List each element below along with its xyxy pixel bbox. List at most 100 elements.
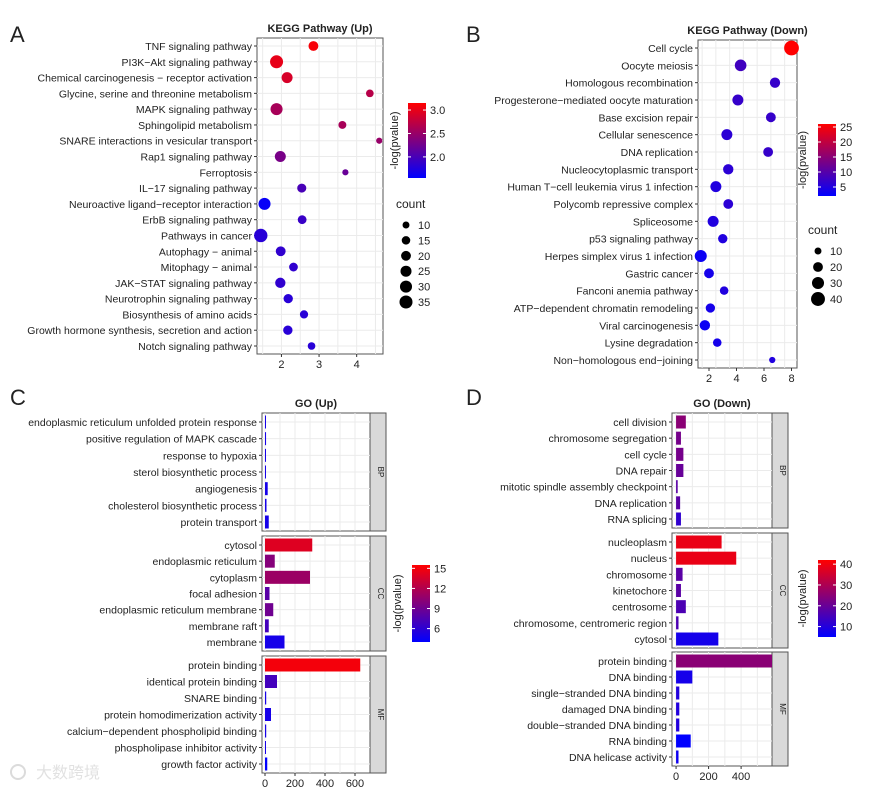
size-legend-dot	[399, 280, 413, 293]
data-point	[297, 183, 307, 193]
data-point	[723, 164, 734, 175]
category-label: Viral carcinogenesis	[599, 320, 693, 332]
category-label: DNA repair	[616, 466, 668, 478]
size-legend-label: 20	[418, 251, 430, 263]
panel-B: KEGG Pathway (Down) Cell cycle Oocyte meio…	[494, 25, 808, 385]
data-point	[723, 199, 734, 209]
bar	[676, 567, 683, 581]
bar	[265, 432, 267, 446]
watermark-text: 大数跨境	[36, 763, 100, 782]
x-tick-label: 8	[788, 373, 794, 385]
size-legend-dot	[813, 262, 823, 272]
color-legend-C: 15 12 9 6 -log(pvalue)	[392, 563, 446, 642]
category-label: double−stranded DNA binding	[527, 720, 667, 732]
panel-C: GO (Up) BP endoplasmic reticulum unfolded …	[28, 398, 387, 790]
category-label: nucleoplasm	[608, 537, 667, 549]
category-label: Glycine, serine and threonine metabolism	[59, 88, 252, 100]
category-label: damaged DNA binding	[562, 704, 667, 716]
category-label: Progesterone−mediated oocyte maturation	[494, 95, 693, 107]
colorbar-tick-label: 9	[434, 604, 440, 616]
size-legend-label: 20	[830, 262, 842, 274]
category-label: ATP−dependent chromatin remodeling	[514, 303, 693, 315]
x-tick-label: 0	[262, 778, 268, 790]
watermark-logo-icon	[10, 764, 26, 780]
chart-title: GO (Down)	[693, 398, 751, 410]
data-point	[283, 293, 293, 304]
category-label: mitotic spindle assembly checkpoint	[500, 482, 667, 494]
colorbar	[408, 103, 426, 178]
size-legend-label: 35	[418, 297, 430, 309]
x-tick-label: 3	[316, 359, 322, 371]
data-point	[297, 215, 307, 225]
colorbar-tick-label: 20	[840, 137, 852, 149]
size-legend-dot	[400, 265, 412, 277]
colorbar-tick-label: 20	[840, 601, 852, 613]
bar	[676, 431, 681, 445]
category-label: Human T−cell leukemia virus 1 infection	[507, 182, 693, 194]
bar	[676, 480, 678, 494]
bar	[265, 570, 310, 584]
category-label: protein binding	[598, 656, 667, 668]
size-legend-dot	[401, 236, 411, 245]
bar	[265, 741, 266, 754]
watermark: 大数跨境	[10, 763, 100, 782]
data-point	[721, 129, 733, 141]
size-legend: count 10 20 30 40	[808, 223, 842, 306]
category-label: growth factor activity	[161, 759, 257, 771]
category-label: Homologous recombination	[565, 78, 693, 90]
category-label: Gastric cancer	[625, 268, 693, 280]
color-legend-A: 3.0 2.5 2.0 -log(pvalue)	[389, 103, 445, 178]
bar	[676, 734, 691, 748]
x-tick-label: 200	[699, 771, 717, 783]
colorbar-tick-label: 10	[840, 622, 852, 634]
category-label: p53 signaling pathway	[589, 234, 694, 246]
size-legend-title: count	[808, 223, 838, 237]
colorbar-tick-label: 2.5	[430, 128, 445, 140]
panel-letter: D	[466, 385, 482, 410]
bar	[265, 691, 267, 705]
category-label: Herpes simplex virus 1 infection	[545, 251, 693, 263]
bar	[265, 448, 266, 462]
colorbar-tick-label: 3.0	[430, 105, 445, 117]
bar	[676, 512, 681, 526]
data-point	[289, 262, 298, 272]
x-tick-label: 400	[732, 771, 750, 783]
data-point	[763, 147, 774, 157]
category-label: chromosome, centromeric region	[514, 618, 668, 630]
category-label: RNA splicing	[607, 514, 667, 526]
data-point	[283, 325, 293, 335]
x-tick-label: 600	[346, 778, 364, 790]
category-label: chromosome segregation	[549, 433, 668, 445]
bar	[265, 708, 271, 721]
size-legend-label: 10	[418, 220, 430, 232]
facet-strip-label: MF	[778, 703, 787, 715]
color-legend-D: 40 30 20 10 -log(pvalue)	[797, 559, 852, 637]
category-label: Neurotrophin signaling pathway	[105, 294, 253, 306]
facet-strip-label: CC	[376, 588, 385, 600]
bar	[265, 587, 270, 600]
colorbar-tick-label: 40	[840, 559, 852, 571]
category-label: PI3K−Akt signaling pathway	[122, 57, 253, 69]
colorbar-title: -log(pvalue)	[392, 574, 404, 632]
category-label: membrane	[207, 637, 257, 649]
color-legend-B: 25 20 15 10 5 -log(pvalue)	[797, 122, 852, 196]
category-label: SNARE interactions in vesicular transpor…	[59, 136, 252, 148]
data-point	[710, 181, 722, 193]
facet-MF: MF protein binding identical protein bindi…	[67, 655, 387, 774]
bar	[676, 415, 686, 429]
colorbar-tick-label: 5	[840, 182, 846, 194]
data-point	[784, 40, 799, 56]
bar	[265, 658, 361, 672]
category-label: DNA binding	[609, 672, 668, 684]
bar	[265, 675, 277, 688]
panel-letter: B	[466, 22, 481, 47]
category-label: cholesterol biosynthetic process	[108, 500, 257, 512]
data-point	[275, 277, 286, 289]
bar	[265, 554, 275, 568]
size-legend-label: 40	[830, 294, 842, 306]
category-label: Fanconi anemia pathway	[576, 286, 693, 298]
bar	[265, 757, 268, 771]
size-legend-dot	[811, 292, 825, 306]
category-label: Oocyte meiosis	[621, 60, 693, 72]
